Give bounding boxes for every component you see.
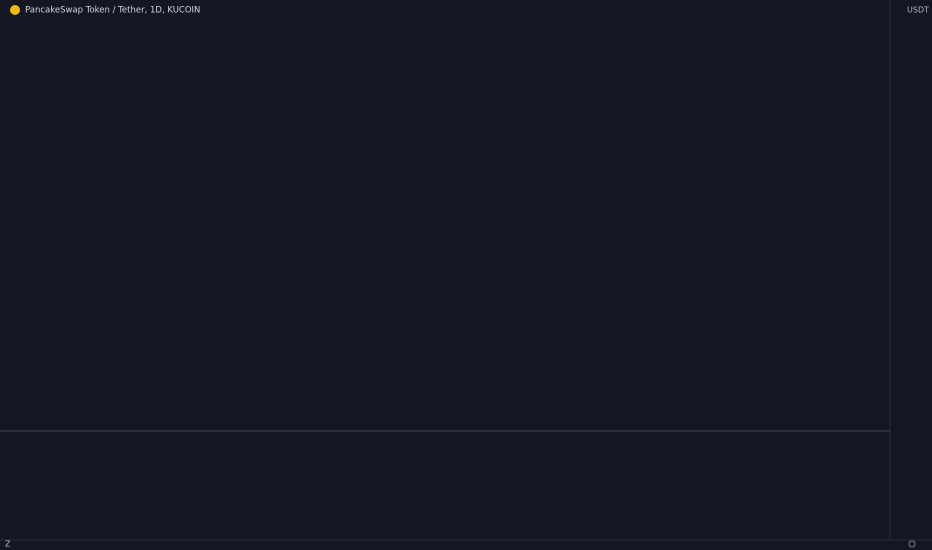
settings-icon[interactable] <box>908 540 916 548</box>
unit-bg <box>892 5 932 16</box>
zoom-icon[interactable]: Z <box>5 540 11 549</box>
currency: USDT <box>907 6 929 15</box>
chart-title: PancakeSwap Token / Tether, 1D, KUCOIN <box>25 6 200 16</box>
symbol-icon <box>10 5 20 15</box>
